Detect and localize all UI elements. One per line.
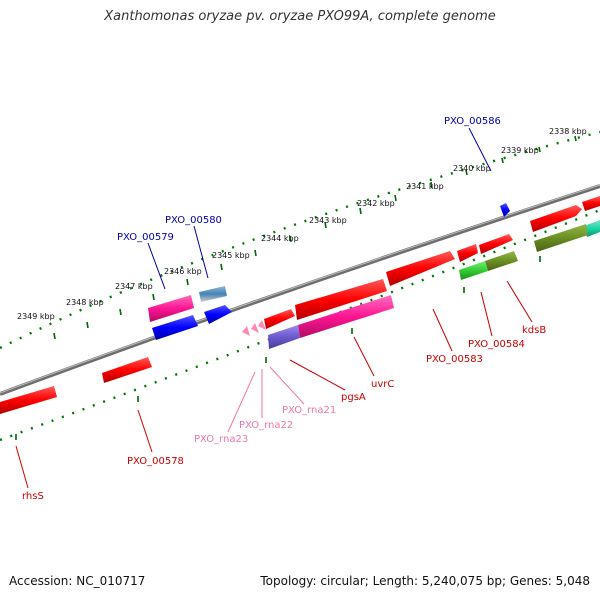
- kbp-label: 2347 kbp: [115, 282, 153, 291]
- kbp-label: 2340 kbp: [453, 164, 491, 173]
- outer-strand-genes: [148, 196, 600, 340]
- leader-line: [468, 127, 492, 172]
- leader-line: [269, 366, 305, 405]
- leader-line: [289, 359, 346, 391]
- tick-mark: [254, 249, 257, 257]
- gene-red: [457, 244, 478, 262]
- gene-label: rhsS: [22, 491, 44, 502]
- genome-backbone-highlight: [0, 184, 600, 394]
- gene-pgsa: [268, 325, 300, 349]
- gene-red: [582, 196, 600, 211]
- gene-pxo-00580: [199, 286, 227, 302]
- gene-label: kdsB: [522, 325, 546, 336]
- gene-blue: [152, 315, 198, 340]
- gene-labels: PXO_00586 PXO_00580 PXO_00579 kdsB PXO_0…: [22, 116, 546, 502]
- kbp-label: 2344 kbp: [261, 234, 299, 243]
- gene-label: PXO_rna22: [239, 420, 293, 431]
- tick-mark: [324, 221, 327, 229]
- gene-red: [479, 234, 513, 254]
- tick-mark: [186, 278, 189, 286]
- kbp-label: 2345 kbp: [212, 251, 250, 260]
- tick-mark: [86, 321, 89, 329]
- outer-tick-marks: [53, 135, 577, 340]
- gene-label: PXO_rna23: [194, 434, 248, 445]
- kbp-label: 2339 kbp: [501, 146, 539, 155]
- genome-summary-text: Topology: circular; Length: 5,240,075 bp…: [260, 574, 590, 588]
- leader-line: [227, 371, 256, 433]
- gene-kdsb: [485, 251, 518, 271]
- leader-lines: [15, 127, 533, 489]
- tick-mark: [538, 146, 541, 153]
- kbp-label: 2338 kbp: [549, 127, 587, 136]
- tick-mark: [53, 332, 56, 340]
- gene-pxo-00586: [500, 203, 510, 217]
- gene-label: PXO_00586: [444, 116, 501, 127]
- gene-label: PXO_00580: [165, 215, 222, 226]
- rna-pxo-rna22: [251, 323, 259, 333]
- gene-blue: [204, 305, 232, 324]
- tick-mark: [430, 181, 433, 189]
- gene-pxo-00584: [459, 261, 488, 280]
- leader-line: [147, 242, 166, 290]
- leader-line: [480, 291, 493, 337]
- gene-label: PXO_00583: [426, 354, 483, 365]
- gene-red: [264, 309, 295, 329]
- gene-rhss: [0, 386, 57, 414]
- gene-red: [530, 205, 582, 232]
- inner-tick-marks: [15, 256, 541, 440]
- gene-label: PXO_00584: [468, 339, 525, 350]
- tick-mark: [574, 135, 577, 142]
- rna-pxo-rna21: [258, 320, 266, 330]
- gene-label: PXO_00579: [117, 232, 174, 243]
- gene-label: uvrC: [371, 379, 394, 390]
- leader-line: [353, 336, 375, 377]
- kbp-label: 2341 kbp: [406, 182, 444, 191]
- figure-title: Xanthomonas oryzae pv. oryzae PXO99A, co…: [104, 9, 496, 24]
- gene-pxo-00579: [148, 295, 194, 322]
- leader-line: [137, 409, 153, 453]
- inner-strand-genes: [0, 220, 600, 414]
- leader-line: [193, 225, 209, 279]
- tick-mark: [359, 207, 362, 215]
- kbp-label: 2349 kbp: [17, 312, 55, 321]
- gene-red: [295, 279, 387, 320]
- gene-uvrc: [298, 295, 394, 338]
- gene-pxo-00578: [102, 357, 152, 383]
- kbp-scale-labels: 2338 kbp 2339 kbp 2340 kbp 2341 kbp 2342…: [17, 127, 587, 321]
- accession-text: Accession: NC_010717: [9, 574, 146, 588]
- kbp-label: 2342 kbp: [357, 199, 395, 208]
- leader-line: [15, 445, 29, 489]
- gene-red: [386, 251, 455, 286]
- kbp-label: 2348 kbp: [66, 298, 104, 307]
- kbp-label: 2346 kbp: [164, 267, 202, 276]
- gene-label: PXO_rna21: [282, 405, 336, 416]
- kbp-label: 2343 kbp: [309, 216, 347, 225]
- rna-pxo-rna23: [242, 326, 250, 336]
- tick-mark: [119, 308, 122, 316]
- tick-mark: [152, 293, 155, 301]
- gene-label: pgsA: [341, 392, 366, 403]
- gene-teal: [584, 220, 600, 237]
- tick-mark: [394, 194, 397, 202]
- tick-mark: [465, 169, 468, 176]
- gene-label: PXO_00578: [127, 456, 184, 467]
- leader-line: [506, 280, 533, 323]
- leader-line: [432, 308, 453, 352]
- tick-mark: [220, 263, 223, 271]
- gene-olive: [534, 224, 588, 252]
- tick-mark: [501, 157, 504, 164]
- genome-backbone: [0, 184, 600, 396]
- tick-mark: [289, 235, 292, 243]
